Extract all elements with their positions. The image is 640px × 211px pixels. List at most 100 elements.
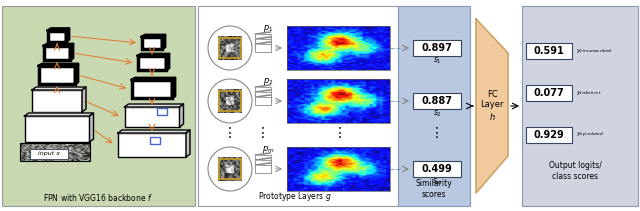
Bar	[219, 159, 241, 179]
Text: Output logits/
class scores: Output logits/ class scores	[548, 161, 602, 181]
Polygon shape	[24, 116, 90, 142]
Bar	[39, 66, 75, 84]
Bar	[255, 160, 271, 168]
Polygon shape	[32, 87, 86, 90]
Text: 0.887: 0.887	[422, 96, 452, 106]
Polygon shape	[39, 64, 78, 66]
Bar	[132, 80, 172, 98]
Text: 0.499: 0.499	[422, 164, 452, 174]
Polygon shape	[48, 31, 66, 42]
Bar	[526, 85, 572, 101]
Bar	[30, 149, 68, 159]
Polygon shape	[255, 32, 271, 34]
Text: ⋮: ⋮	[256, 126, 270, 140]
Bar	[198, 6, 398, 206]
Bar	[255, 87, 271, 95]
Text: FPN with VGG16 backbone $f$: FPN with VGG16 backbone $f$	[43, 192, 153, 203]
Polygon shape	[75, 64, 78, 84]
Bar	[398, 6, 470, 206]
Text: ⋮: ⋮	[333, 126, 347, 140]
Bar	[287, 147, 390, 191]
Polygon shape	[39, 66, 75, 84]
Circle shape	[208, 26, 252, 70]
Bar	[287, 79, 390, 123]
Bar	[255, 44, 271, 52]
Bar	[526, 127, 572, 143]
Text: ⋮: ⋮	[430, 126, 444, 140]
Polygon shape	[125, 107, 179, 127]
Text: $y_\mathrm{indistinct}$: $y_\mathrm{indistinct}$	[576, 89, 602, 97]
Text: Similarity
scores: Similarity scores	[415, 179, 452, 199]
Bar	[413, 40, 461, 56]
Bar	[150, 137, 160, 144]
Text: $y_\mathrm{spiculated}$: $y_\mathrm{spiculated}$	[576, 130, 604, 140]
Polygon shape	[255, 95, 271, 97]
Bar	[2, 6, 195, 206]
Text: $p_2$: $p_2$	[263, 76, 273, 87]
Polygon shape	[118, 133, 186, 157]
Bar	[287, 26, 390, 70]
Bar	[255, 92, 271, 100]
Polygon shape	[44, 46, 70, 60]
Polygon shape	[166, 54, 169, 70]
Polygon shape	[118, 130, 190, 133]
Bar	[157, 108, 167, 115]
Polygon shape	[44, 44, 73, 46]
Polygon shape	[66, 28, 69, 42]
Polygon shape	[179, 104, 184, 127]
Bar	[526, 43, 572, 59]
Bar	[255, 34, 271, 42]
Polygon shape	[90, 113, 93, 142]
Polygon shape	[82, 87, 86, 112]
Bar	[138, 56, 166, 70]
Text: input x: input x	[38, 151, 60, 157]
Text: 0.591: 0.591	[534, 46, 564, 56]
Bar	[255, 155, 271, 163]
Polygon shape	[142, 35, 165, 37]
Bar	[48, 31, 66, 42]
Polygon shape	[255, 37, 271, 39]
Bar	[413, 93, 461, 109]
Bar	[413, 161, 461, 177]
Bar	[219, 38, 241, 58]
Polygon shape	[138, 56, 166, 70]
Polygon shape	[138, 54, 169, 56]
Polygon shape	[186, 130, 190, 157]
Circle shape	[208, 147, 252, 191]
Text: FC
Layer
$h$: FC Layer $h$	[480, 90, 504, 122]
Polygon shape	[132, 78, 175, 80]
Text: $p_m$: $p_m$	[262, 144, 275, 155]
Polygon shape	[255, 90, 271, 92]
Text: $s_m$: $s_m$	[431, 177, 442, 187]
Bar	[44, 46, 70, 60]
Polygon shape	[476, 19, 508, 193]
Polygon shape	[255, 158, 271, 160]
Bar	[142, 37, 162, 49]
Polygon shape	[48, 28, 69, 31]
Text: 0.077: 0.077	[534, 88, 564, 98]
Polygon shape	[162, 35, 165, 49]
Polygon shape	[255, 153, 271, 155]
Text: Prototype Layers $g$: Prototype Layers $g$	[258, 190, 332, 203]
Polygon shape	[24, 113, 93, 116]
Text: $y_\mathrm{circumscribed}$: $y_\mathrm{circumscribed}$	[576, 47, 612, 55]
Bar	[255, 97, 271, 105]
Circle shape	[208, 79, 252, 123]
Polygon shape	[132, 80, 172, 98]
Text: $s_2$: $s_2$	[433, 109, 442, 119]
Bar	[255, 165, 271, 173]
Bar	[522, 6, 638, 206]
Polygon shape	[125, 104, 184, 107]
Text: 0.929: 0.929	[534, 130, 564, 140]
Polygon shape	[32, 90, 82, 112]
Text: 0.897: 0.897	[422, 43, 452, 53]
Polygon shape	[255, 42, 271, 44]
Polygon shape	[70, 44, 73, 60]
Polygon shape	[255, 163, 271, 165]
Polygon shape	[172, 78, 175, 98]
Polygon shape	[255, 85, 271, 87]
Bar	[219, 91, 241, 111]
Text: $p_1$: $p_1$	[263, 23, 273, 34]
Text: ⋮: ⋮	[223, 126, 237, 140]
Bar	[255, 39, 271, 47]
